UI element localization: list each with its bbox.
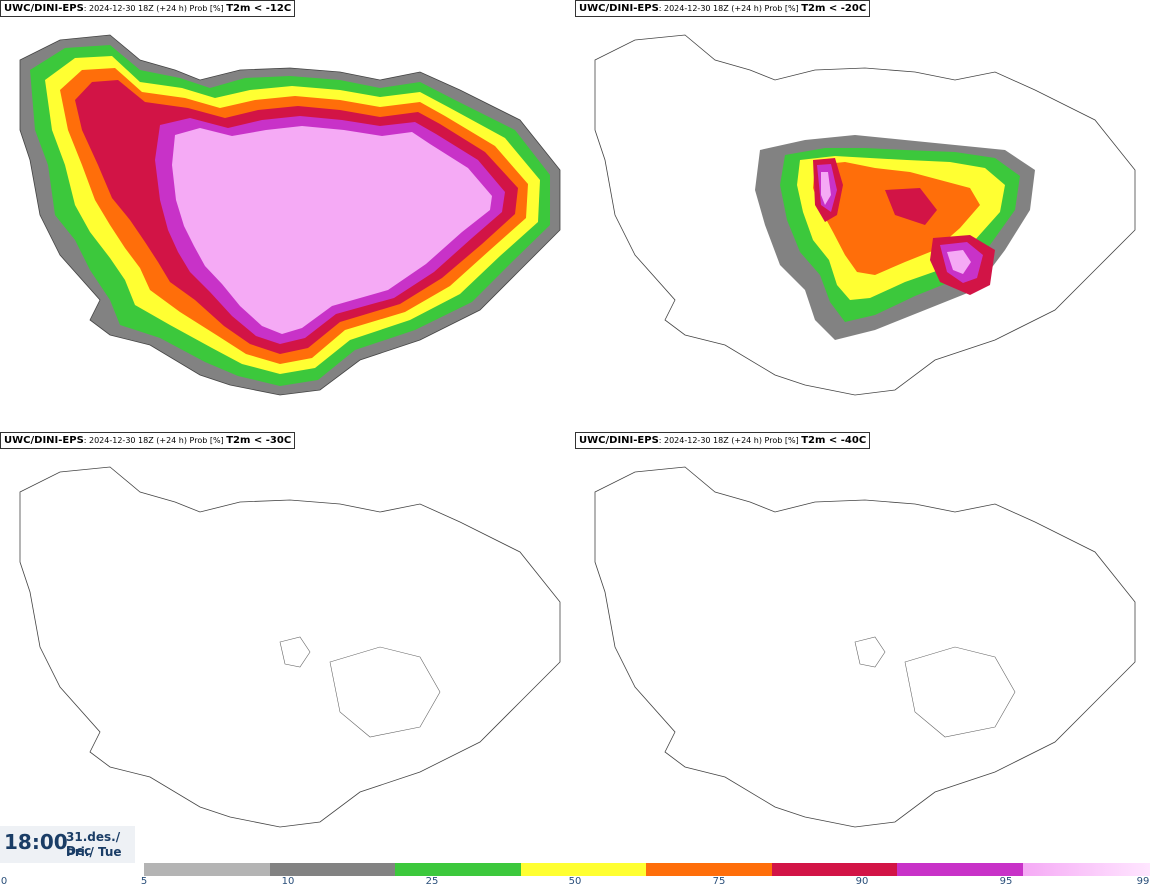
colorbar-tick-label: 5 — [140, 876, 148, 887]
valid-time: 18:00 — [4, 830, 68, 854]
coastline — [594, 34, 1136, 396]
glacier-outline — [904, 646, 1016, 738]
map-panel-t2m-minus30: UWC/DINI-EPS: 2024-12-30 18Z (+24 h) Pro… — [0, 432, 575, 862]
colorbar-ticks: 0 5 10 25 50 75 90 95 99 — [0, 876, 1150, 891]
iceland-outline-map — [19, 466, 561, 828]
model-name: UWC/DINI-EPS — [579, 3, 659, 14]
model-name: UWC/DINI-EPS — [4, 435, 84, 446]
threshold-label: T2m < -20C — [801, 3, 867, 14]
colorbar-tick-label: 90 — [855, 876, 869, 887]
panel-header: UWC/DINI-EPS: 2024-12-30 18Z (+24 h) Pro… — [575, 432, 871, 449]
prob-region-99 — [172, 126, 492, 334]
colorbar-segment — [1022, 863, 1150, 876]
colorbar-tick-label: 10 — [281, 876, 295, 887]
threshold-label: T2m < -12C — [226, 3, 292, 14]
run-info: : 2024-12-30 18Z (+24 h) Prob [%] — [658, 436, 802, 445]
map-panel-t2m-minus40: UWC/DINI-EPS: 2024-12-30 18Z (+24 h) Pro… — [575, 432, 1150, 862]
threshold-label: T2m < -30C — [226, 435, 292, 446]
colorbar-tick-label: 50 — [568, 876, 582, 887]
prob-region-99 — [821, 172, 971, 274]
coastline — [19, 466, 561, 828]
iceland-probability-map — [594, 34, 1136, 396]
colorbar-segment — [646, 863, 772, 876]
panel-header: UWC/DINI-EPS: 2024-12-30 18Z (+24 h) Pro… — [0, 0, 296, 17]
colorbar-segment — [897, 863, 1023, 876]
run-info: : 2024-12-30 18Z (+24 h) Prob [%] — [658, 4, 802, 13]
coastline — [19, 34, 561, 396]
glacier-outline — [329, 646, 441, 738]
model-name: UWC/DINI-EPS — [579, 435, 659, 446]
colorbar-segment — [269, 863, 396, 876]
colorbar-segment — [144, 863, 270, 876]
iceland-probability-map — [19, 34, 561, 396]
iceland-outline-map — [594, 466, 1136, 828]
colorbar-segment — [395, 863, 521, 876]
map-panel-t2m-minus20: UWC/DINI-EPS: 2024-12-30 18Z (+24 h) Pro… — [575, 0, 1150, 430]
colorbar-tick-label: 95 — [999, 876, 1013, 887]
run-info: : 2024-12-30 18Z (+24 h) Prob [%] — [83, 436, 227, 445]
panel-header: UWC/DINI-EPS: 2024-12-30 18Z (+24 h) Pro… — [575, 0, 871, 17]
probability-colorbar — [144, 863, 1150, 876]
glacier-outline — [854, 636, 886, 668]
valid-time-box: 18:00 31.des./ Dec Þri./ Tue — [0, 826, 135, 863]
map-panel-t2m-minus12: UWC/DINI-EPS: 2024-12-30 18Z (+24 h) Pro… — [0, 0, 575, 430]
prob-region-95 — [817, 164, 983, 283]
valid-date-line1: 31.des./ Dec — [66, 830, 121, 858]
colorbar-tick-label: 0 — [0, 876, 8, 887]
colorbar-tick-label: 25 — [425, 876, 439, 887]
run-info: : 2024-12-30 18Z (+24 h) Prob [%] — [83, 4, 227, 13]
colorbar-tick-label: 75 — [712, 876, 726, 887]
model-name: UWC/DINI-EPS — [4, 3, 84, 14]
valid-date-line2: Þri./ Tue — [66, 845, 122, 859]
colorbar-tick-label: 99 — [1136, 876, 1150, 887]
glacier-outline — [279, 636, 311, 668]
panel-header: UWC/DINI-EPS: 2024-12-30 18Z (+24 h) Pro… — [0, 432, 296, 449]
colorbar-segment — [520, 863, 647, 876]
coastline — [594, 466, 1136, 828]
threshold-label: T2m < -40C — [801, 435, 867, 446]
colorbar-segment — [771, 863, 898, 876]
